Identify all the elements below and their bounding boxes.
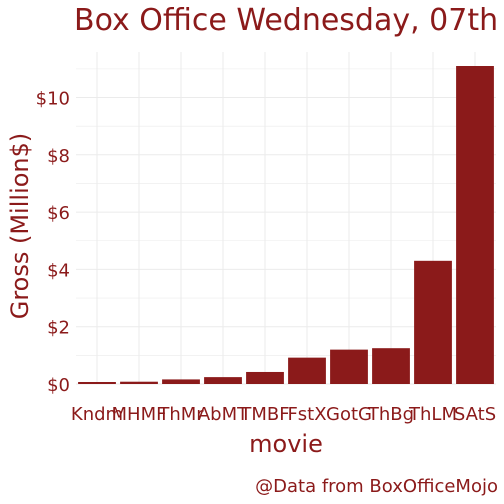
bar-abmt — [204, 377, 242, 384]
y-tick-label: $8 — [47, 146, 70, 167]
x-tick-label: ThLM — [408, 404, 457, 425]
bar-thmr — [162, 379, 200, 384]
bar-sats — [456, 66, 494, 384]
bar-mhmf — [120, 381, 158, 384]
x-tick-label: TMBF — [239, 404, 289, 425]
y-tick-label: $0 — [47, 375, 70, 396]
y-tick-label: $2 — [47, 318, 70, 339]
bar-fstx — [288, 357, 326, 384]
x-tick-label: GotG — [326, 404, 372, 425]
x-tick-label: AbMT — [198, 404, 249, 425]
x-tick-label: SAtS — [454, 404, 496, 425]
caption: @Data from BoxOfficeMojo — [255, 476, 498, 497]
bar-gotg — [330, 349, 368, 384]
y-axis-label: Gross (Million$) — [6, 133, 34, 320]
y-tick-label: $4 — [47, 260, 70, 281]
bar-thbg — [372, 348, 410, 384]
y-tick-label: $10 — [36, 89, 70, 110]
x-tick-label: FstX — [287, 404, 326, 425]
y-tick-labels: $0 $2 $4 $6 $8 $10 — [36, 89, 70, 396]
chart-title: Box Office Wednesday, 07th J — [74, 3, 504, 38]
x-tick-label: ThMr — [157, 404, 204, 425]
bar-thlm — [414, 260, 452, 384]
bar-kndm — [78, 381, 116, 384]
y-tick-label: $6 — [47, 203, 70, 224]
x-tick-label: ThBg — [367, 404, 414, 425]
bar-tmbf — [246, 371, 284, 384]
x-axis-label: movie — [249, 430, 323, 458]
bars — [78, 66, 494, 384]
x-tick-label: MHMF — [112, 404, 167, 425]
x-tick-label: Kndm — [71, 404, 123, 425]
